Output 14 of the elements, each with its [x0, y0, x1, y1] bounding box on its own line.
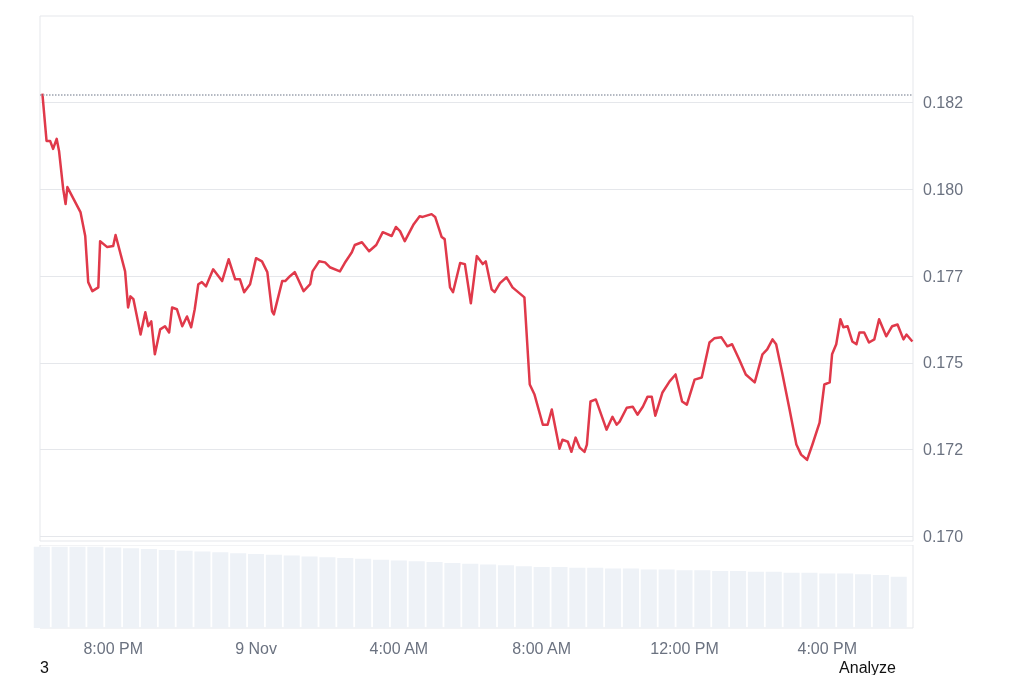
- y-tick-label: 0.177: [923, 267, 964, 285]
- y-tick-label: 0.172: [923, 441, 964, 459]
- x-tick-label: 8:00 AM: [512, 639, 572, 657]
- y-tick-label: 0.182: [923, 94, 964, 112]
- y-tick-label: 0.170: [923, 527, 964, 545]
- x-tick-label: 12:00 PM: [650, 639, 719, 657]
- y-tick-label: 0.175: [923, 354, 964, 372]
- text: Analyze: [839, 658, 897, 676]
- x-tick-label: 4:00 PM: [797, 639, 858, 657]
- text: 3: [40, 658, 49, 676]
- x-tick-label: 9 Nov: [235, 639, 277, 657]
- x-tick-label: 4:00 AM: [369, 639, 429, 657]
- x-tick-label: 8:00 PM: [83, 639, 143, 657]
- y-tick-label: 0.180: [923, 181, 964, 198]
